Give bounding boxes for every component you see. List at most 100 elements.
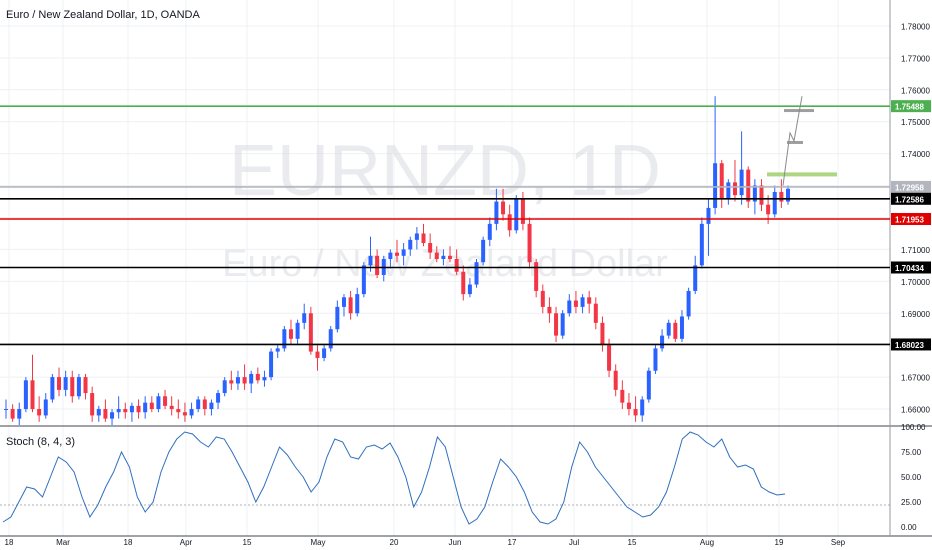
candle-body (633, 409, 638, 416)
candle (156, 393, 161, 413)
candle-body (90, 393, 95, 416)
candle-body (567, 300, 572, 314)
time-tick-label: 15 (628, 538, 637, 547)
candle (693, 255, 698, 295)
candle-body (70, 377, 75, 397)
candle-body (43, 399, 48, 416)
time-tick-label: Aug (700, 538, 714, 547)
candle-body (17, 409, 22, 419)
candle-body (441, 255, 446, 259)
candle-body (739, 169, 744, 196)
candle (587, 290, 592, 314)
candle-body (216, 393, 221, 403)
candle (143, 396, 148, 419)
candle-body (454, 259, 459, 272)
candle-body (752, 185, 757, 202)
candle-body (202, 399, 207, 410)
candle-body (600, 322, 605, 346)
candle (786, 185, 790, 205)
candle-body (679, 316, 684, 339)
candle-body (746, 169, 751, 202)
time-tick-label: 19 (775, 538, 784, 547)
candle (772, 185, 777, 218)
stoch-line (2, 431, 786, 525)
candle-body (408, 239, 413, 250)
candle (487, 217, 492, 247)
time-tick-label: 17 (508, 538, 517, 547)
candle-body (209, 402, 214, 410)
candle-body (779, 191, 784, 202)
candle (580, 294, 585, 314)
candle (779, 179, 784, 208)
candle (726, 179, 731, 205)
candle (262, 370, 267, 387)
level-price-label: 1.71953 (895, 216, 924, 225)
candle (315, 345, 320, 371)
candle (348, 290, 353, 320)
level-price-label: 1.68023 (895, 341, 924, 350)
candle (395, 239, 399, 263)
level-price-label: 1.70434 (895, 264, 924, 273)
candle-body (560, 313, 565, 336)
candle-body (461, 271, 466, 295)
candle (57, 367, 62, 397)
time-tick-label: 18 (124, 538, 133, 547)
candle (63, 370, 68, 397)
candle-body (580, 297, 585, 307)
projection-box (787, 140, 803, 144)
candle (269, 348, 274, 381)
stoch-label[interactable]: Stoch (8, 4, 3) (6, 436, 76, 448)
candle (110, 409, 115, 425)
candle-body (620, 389, 625, 403)
candle (235, 370, 240, 390)
candle-body (421, 233, 426, 244)
candle (43, 393, 48, 419)
candle-body (30, 380, 35, 410)
candle (620, 380, 625, 410)
candle (96, 405, 101, 422)
price-axis[interactable]: 1.780001.770001.760001.750001.740001.730… (891, 22, 931, 532)
candle (202, 396, 207, 416)
drawing-tools[interactable] (767, 96, 837, 186)
candle-body (288, 329, 293, 339)
candle (501, 188, 506, 221)
time-axis[interactable]: 18 Mar 18 Apr 15 May 20 Jun 17 Jul 15 Aug 19 Sep (5, 538, 846, 547)
candle-body (322, 348, 327, 358)
price-tick-label: 1.75000 (901, 118, 930, 127)
candle-body (693, 265, 698, 291)
candle (547, 297, 552, 323)
candle (573, 290, 578, 314)
candle (660, 329, 665, 352)
candle (295, 319, 300, 346)
candle-body (520, 198, 525, 224)
price-tick-label: 1.74000 (901, 150, 930, 159)
time-tick-label: 20 (390, 538, 399, 547)
candle (149, 396, 154, 413)
candle (593, 297, 598, 330)
candle-body (76, 377, 81, 397)
candle-body (361, 265, 366, 295)
candle (76, 373, 81, 400)
time-tick-label: 18 (5, 538, 14, 547)
candle (182, 402, 187, 422)
candle (23, 377, 28, 413)
horizontal-levels[interactable] (0, 105, 890, 346)
candle (481, 236, 486, 266)
level-price-tag (891, 213, 931, 226)
candle-body (501, 201, 506, 215)
candle (282, 326, 287, 352)
candle (752, 179, 757, 215)
candle-body (726, 182, 731, 199)
candle-body (129, 405, 134, 413)
candle-body (222, 380, 227, 394)
candle (653, 345, 658, 374)
candle-body (328, 329, 333, 349)
candle (163, 389, 168, 410)
candle (527, 217, 532, 269)
candle (441, 249, 446, 266)
candle-body (540, 290, 545, 307)
candle (136, 399, 141, 419)
price-tick-label: 1.67000 (901, 374, 930, 383)
candle (288, 319, 293, 346)
